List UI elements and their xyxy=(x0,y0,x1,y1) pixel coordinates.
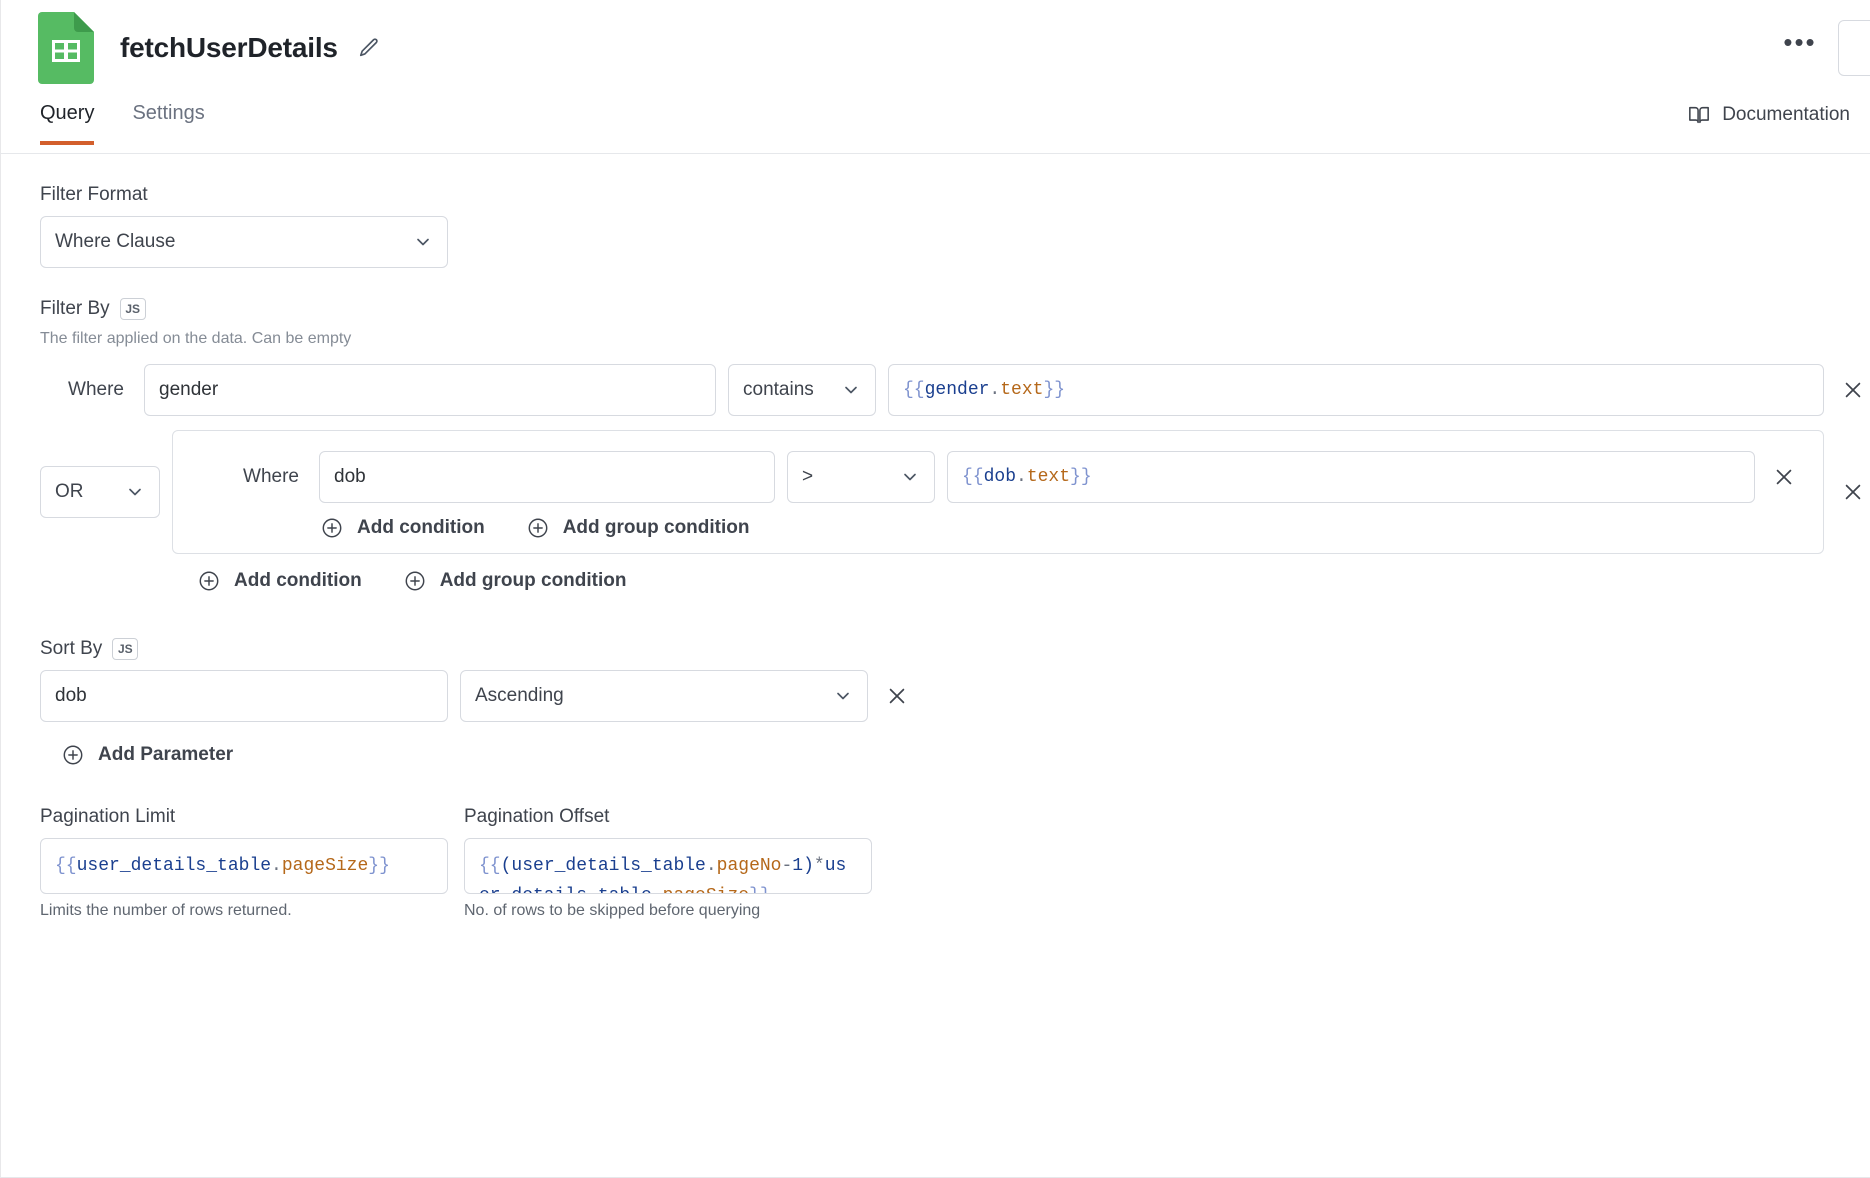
condition-operator-select[interactable]: contains xyxy=(728,364,876,416)
condition-operator-value: contains xyxy=(743,379,814,400)
chevron-down-icon xyxy=(841,380,861,400)
filter-group-wrapper: OR Where dob > xyxy=(40,430,1870,554)
plus-circle-icon xyxy=(62,744,84,766)
filter-condition-row: Where gender contains {{gender. text}} xyxy=(40,364,1870,416)
chevron-down-icon xyxy=(900,467,920,487)
add-group-condition-button[interactable]: Add group condition xyxy=(404,570,627,592)
chevron-down-icon xyxy=(833,686,853,706)
tab-settings[interactable]: Settings xyxy=(132,102,205,124)
pencil-icon[interactable] xyxy=(358,37,380,59)
chevron-down-icon xyxy=(413,232,433,252)
add-group-condition-label: Add group condition xyxy=(439,570,627,591)
group-add-group-condition-label: Add group condition xyxy=(562,517,750,538)
group-condition-key-input[interactable]: dob xyxy=(319,451,775,503)
where-label: Where xyxy=(243,466,299,487)
filter-format-value: Where Clause xyxy=(55,231,176,252)
group-add-group-condition-button[interactable]: Add group condition xyxy=(527,517,750,539)
group-condition-value-input[interactable]: {{dob. text}} xyxy=(947,451,1755,503)
pagination-offset-label: Pagination Offset xyxy=(464,806,610,827)
condition-value-input[interactable]: {{gender. text}} xyxy=(888,364,1824,416)
group-add-row: Add condition Add group condition xyxy=(321,517,1801,539)
pagination-offset-col: Pagination Offset {{(user_details_table.… xyxy=(464,806,872,920)
query-form: Filter Format Where Clause Filter By JS … xyxy=(0,154,1870,1178)
add-condition-label: Add condition xyxy=(234,570,362,591)
group-condition-operator-value: > xyxy=(802,466,814,487)
pagination-limit-hint: Limits the number of rows returned. xyxy=(40,902,292,919)
pagination-offset-input[interactable]: {{(user_details_table.pageNo-1)*user_det… xyxy=(464,838,872,894)
add-parameter-button[interactable]: Add Parameter xyxy=(62,744,1870,766)
condition-key-input[interactable]: gender xyxy=(144,364,716,416)
filter-format-label: Filter Format xyxy=(40,184,148,205)
js-toggle-badge-filter[interactable]: JS xyxy=(119,298,146,320)
where-label: Where xyxy=(68,379,124,400)
page-title: fetchUserDetails xyxy=(120,32,338,63)
book-icon xyxy=(1688,104,1710,126)
group-condition-operator-select[interactable]: > xyxy=(787,451,935,503)
filter-format-select[interactable]: Where Clause xyxy=(40,216,448,268)
group-condition-row: Where dob > {{dob. text}} xyxy=(195,451,1801,503)
pagination-limit-col: Pagination Limit {{user_details_table.pa… xyxy=(40,806,448,920)
sort-row: dob Ascending xyxy=(40,670,1870,722)
logic-operator-select[interactable]: OR xyxy=(40,466,160,518)
remove-condition-button[interactable] xyxy=(1836,373,1870,407)
tab-query[interactable]: Query xyxy=(40,96,95,145)
add-parameter-label: Add Parameter xyxy=(98,744,234,765)
pagination-row: Pagination Limit {{user_details_table.pa… xyxy=(40,806,1870,920)
js-toggle-badge-sort[interactable]: JS xyxy=(112,638,139,660)
filter-conditions-inner: Where gender contains {{gender. text}} xyxy=(40,364,1870,592)
remove-group-button[interactable] xyxy=(1836,475,1870,509)
pagination-limit-label: Pagination Limit xyxy=(40,806,176,827)
remove-group-condition-button[interactable] xyxy=(1767,460,1801,494)
filter-add-row: Add condition Add group condition xyxy=(198,570,1870,592)
google-sheets-icon xyxy=(38,12,94,84)
filter-by-label: Filter By JS xyxy=(40,298,1870,320)
header-edge-button[interactable] xyxy=(1838,20,1870,76)
more-options-button[interactable]: ••• xyxy=(1783,27,1817,57)
group-add-condition-button[interactable]: Add condition xyxy=(321,517,485,539)
filter-by-hint: The filter applied on the data. Can be e… xyxy=(40,330,352,347)
documentation-link[interactable]: Documentation xyxy=(1688,96,1870,126)
pagination-limit-input[interactable]: {{user_details_table.pageSize}} xyxy=(40,838,448,894)
filter-conditions-block: Where gender contains {{gender. text}} xyxy=(40,364,1870,592)
plus-circle-icon xyxy=(404,570,426,592)
logic-operator-value: OR xyxy=(55,481,84,502)
left-frame-edge xyxy=(0,0,1,1178)
tab-bar: Query Settings Documentation xyxy=(0,96,1870,154)
plus-circle-icon xyxy=(321,517,343,539)
header-actions: ••• xyxy=(1778,20,1870,76)
page-header: fetchUserDetails ••• xyxy=(0,0,1870,96)
sort-by-label: Sort By JS xyxy=(40,638,1870,660)
sort-direction-select[interactable]: Ascending xyxy=(460,670,868,722)
sort-key-input[interactable]: dob xyxy=(40,670,448,722)
remove-sort-button[interactable] xyxy=(880,679,914,713)
pagination-offset-hint: No. of rows to be skipped before queryin… xyxy=(464,902,761,919)
chevron-down-icon xyxy=(125,482,145,502)
documentation-label: Documentation xyxy=(1722,104,1850,125)
plus-circle-icon xyxy=(198,570,220,592)
plus-circle-icon xyxy=(527,517,549,539)
add-condition-button[interactable]: Add condition xyxy=(198,570,362,592)
sort-direction-value: Ascending xyxy=(475,685,564,706)
filter-group-box: Where dob > {{dob. text}} xyxy=(172,430,1824,554)
group-add-condition-label: Add condition xyxy=(357,517,485,538)
